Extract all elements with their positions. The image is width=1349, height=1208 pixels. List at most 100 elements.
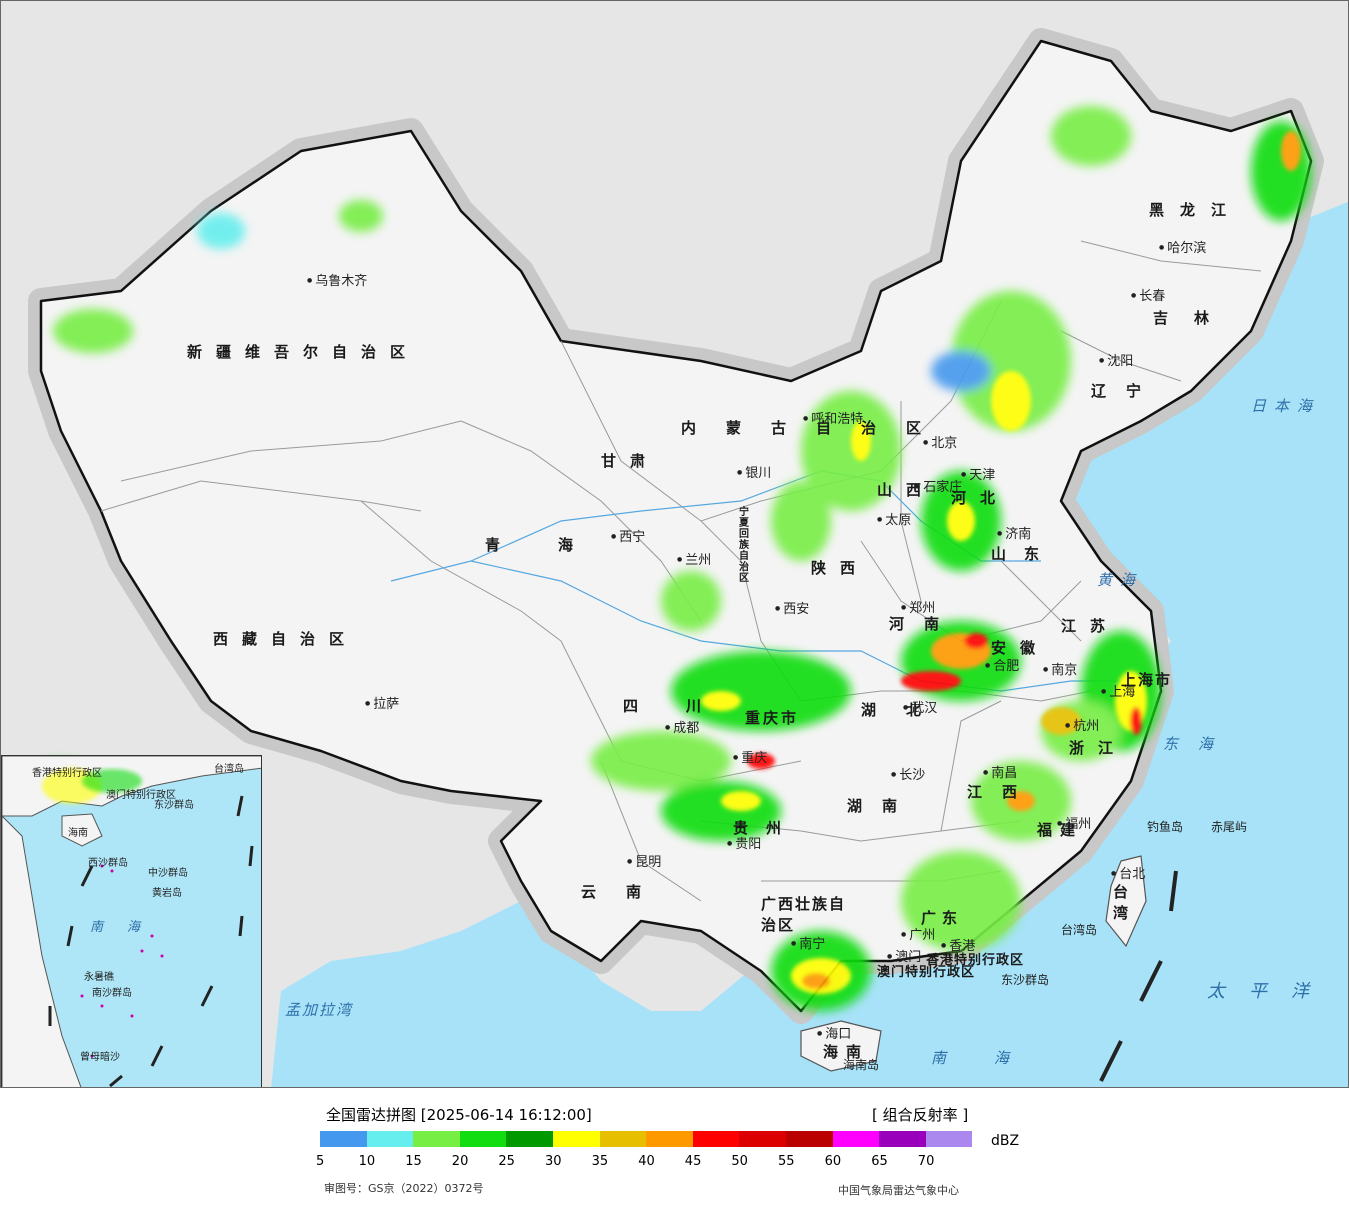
- legend-swatch: [413, 1131, 460, 1147]
- legend-swatch: [320, 1131, 367, 1147]
- province-label: 宁夏回族自治区: [739, 507, 749, 584]
- province-label: 浙江: [1069, 739, 1128, 757]
- city-label: 杭州: [1065, 715, 1099, 734]
- organization-name: 中国气象局雷达气象中心: [838, 1184, 959, 1197]
- city-label: 南京: [1043, 659, 1077, 678]
- city-label: 南昌: [983, 762, 1017, 781]
- legend-tick-label: 50: [731, 1154, 748, 1169]
- island-label: 台湾岛: [1061, 923, 1098, 937]
- legend-tick-label: 25: [498, 1154, 515, 1169]
- inset-label: 香港特别行政区: [32, 768, 102, 779]
- inset-label: 永暑礁: [84, 972, 114, 983]
- city-label: 成都: [665, 717, 699, 736]
- province-label: 青海: [485, 536, 632, 554]
- legend-swatch: [692, 1131, 740, 1147]
- legend-swatch: [739, 1131, 786, 1147]
- province-label: 山东: [991, 545, 1058, 563]
- legend-tick-label: 40: [638, 1154, 655, 1169]
- sea-label: 日本海: [1251, 397, 1321, 415]
- city-label: 重庆: [733, 747, 767, 766]
- city-label: 广州: [901, 924, 935, 943]
- legend-swatch: [879, 1131, 926, 1147]
- city-label: 南宁: [791, 933, 825, 952]
- province-label: 广西壮族自治区: [761, 895, 847, 934]
- inset-label: 西沙群岛: [88, 858, 128, 869]
- city-label: 济南: [997, 523, 1031, 542]
- city-label: 福州: [1057, 813, 1091, 832]
- city-label: 石家庄: [915, 476, 962, 495]
- color-scale-ticks: 5 10 15 20 25 30 35 40 45 50 55 60 65 70: [316, 1154, 956, 1172]
- legend-tick-label: 20: [451, 1154, 469, 1169]
- legend-swatch: [832, 1131, 880, 1147]
- city-label: 太原: [877, 509, 911, 528]
- province-label: 甘肃: [601, 452, 660, 470]
- legend-tick-label: 5: [316, 1154, 325, 1169]
- sea-label: 南海: [931, 1049, 1058, 1067]
- legend-tick-label: 70: [917, 1154, 935, 1169]
- province-label: 江西: [967, 783, 1038, 801]
- city-label: 贵阳: [727, 833, 761, 852]
- legend-tick-label: 55: [778, 1154, 795, 1169]
- inset-label: 东沙群岛: [154, 800, 194, 811]
- inset-canvas: [2, 756, 261, 1087]
- product-name: [ 组合反射率 ]: [872, 1106, 969, 1124]
- province-label: 黑龙江: [1149, 201, 1243, 219]
- inset-label: 中沙群岛: [148, 868, 188, 879]
- legend-tick-label: 10: [358, 1154, 376, 1169]
- city-label: 银川: [737, 462, 771, 481]
- review-number: 审图号：GS京（2022）0372号: [324, 1182, 484, 1195]
- city-label: 乌鲁木齐: [307, 270, 367, 289]
- legend-tick-label: 45: [684, 1154, 702, 1169]
- province-label: 新疆维吾尔自治区: [187, 343, 420, 361]
- inset-label: 澳门特别行政区: [106, 790, 176, 801]
- island-label: 钓鱼岛: [1147, 820, 1184, 834]
- legend-tick-label: 60: [824, 1154, 842, 1169]
- city-label: 澳门: [887, 946, 921, 965]
- city-label: 长春: [1131, 285, 1165, 304]
- inset-label: 曾母暗沙: [80, 1052, 120, 1063]
- legend-swatch: [785, 1131, 833, 1147]
- province-label: 四川: [623, 697, 750, 715]
- radar-map[interactable]: 新疆维吾尔自治区 西藏自治区 青海 甘肃 内蒙古自治区 黑龙江 吉林 辽宁 河北…: [0, 0, 1349, 1088]
- sea-label: 黄海: [1097, 571, 1144, 589]
- province-label: 吉林: [1153, 309, 1236, 327]
- city-label: 台北: [1111, 863, 1145, 882]
- sea-area: [701, 262, 1348, 1087]
- province-label: 山西: [877, 481, 936, 499]
- province-label: 安徽: [991, 639, 1050, 657]
- province-label: 香港特别行政区: [926, 953, 1025, 968]
- legend-swatch: [459, 1131, 507, 1147]
- city-label: 上海: [1101, 681, 1135, 700]
- city-label: 武汉: [903, 697, 937, 716]
- legend-tick-label: 30: [545, 1154, 562, 1169]
- province-label: 海南: [823, 1043, 870, 1061]
- province-label: 江苏: [1061, 617, 1120, 635]
- island-label: 海南岛: [843, 1058, 880, 1072]
- city-label: 天津: [961, 464, 995, 483]
- province-label: 陕西: [811, 559, 870, 577]
- inset-label: 南沙群岛: [92, 988, 132, 999]
- city-label: 拉萨: [365, 693, 399, 712]
- color-scale-bar: [320, 1131, 973, 1147]
- city-label: 北京: [923, 432, 957, 451]
- maritime-boundary: [1099, 870, 1178, 1082]
- legend-swatch: [506, 1131, 553, 1147]
- sea-area: [271, 901, 701, 1087]
- sea-label: 孟加拉湾: [285, 1001, 354, 1019]
- inset-label: 台湾岛: [214, 764, 244, 775]
- sea-label: 太平洋: [1207, 981, 1333, 1002]
- inset-label: 南海: [90, 920, 165, 935]
- city-label: 呼和浩特: [803, 408, 863, 427]
- province-label: 辽宁: [1091, 382, 1162, 400]
- legend-swatch: [366, 1131, 414, 1147]
- sea-label: 东海: [1163, 735, 1234, 753]
- legend-swatch: [599, 1131, 647, 1147]
- province-label: 湖南: [847, 797, 918, 815]
- inset-label: 海南: [68, 828, 88, 839]
- city-label: 郑州: [901, 597, 935, 616]
- map-title: 全国雷达拼图 [2025-06-14 16:12:00]: [326, 1106, 592, 1124]
- city-label: 昆明: [627, 851, 661, 870]
- province-label: 广东: [921, 909, 964, 927]
- province-label: 云南: [581, 883, 672, 901]
- legend-tick-label: 65: [871, 1154, 888, 1169]
